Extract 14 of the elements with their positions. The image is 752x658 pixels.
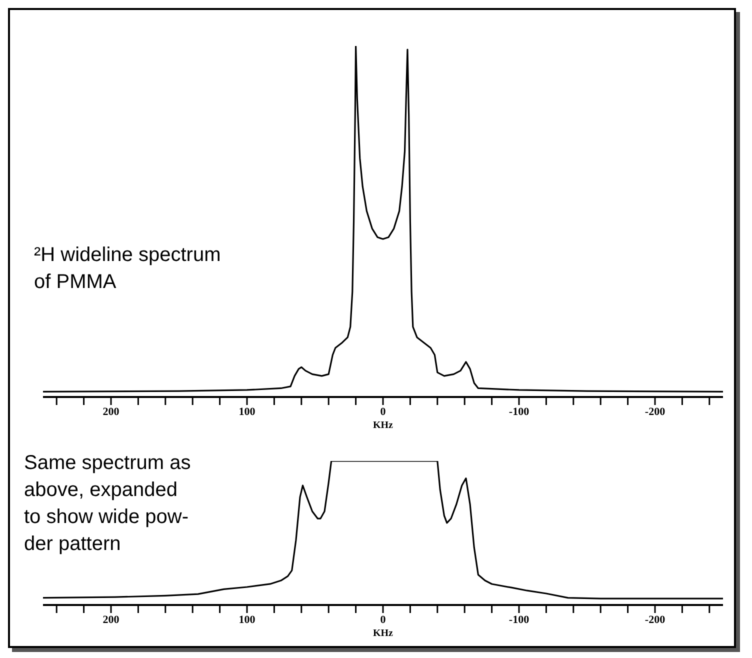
annotation: ²H wideline spectrum of PMMA [34, 243, 221, 295]
x-tick-label: 100 [238, 614, 256, 626]
x-tick-label: 200 [102, 406, 120, 418]
x-tick-label: -200 [644, 614, 666, 626]
x-tick-label: 200 [102, 614, 120, 626]
x-tick-label: 0 [380, 406, 386, 418]
x-tick-label: 0 [380, 614, 386, 626]
x-axis-title: KHz [373, 628, 394, 639]
x-tick-label: 100 [238, 406, 256, 418]
x-axis-title: KHz [373, 420, 394, 431]
annotation: Same spectrum as above, expanded to show wide pow- der pattern [24, 451, 191, 557]
x-tick-label: -100 [508, 614, 530, 626]
x-tick-label: -200 [644, 406, 666, 418]
x-tick-label: -100 [508, 406, 530, 418]
